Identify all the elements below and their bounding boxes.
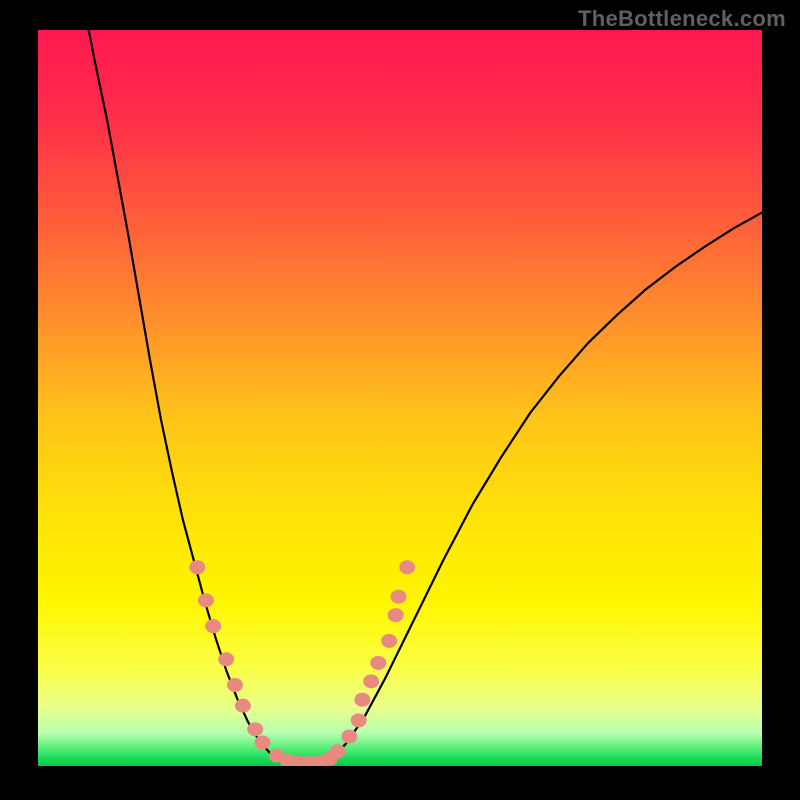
watermark-text: TheBottleneck.com	[578, 6, 786, 32]
data-marker	[247, 722, 263, 736]
data-marker	[351, 713, 367, 727]
data-marker	[388, 608, 404, 622]
bottleneck-chart	[38, 30, 762, 766]
data-marker	[227, 678, 243, 692]
data-marker	[363, 674, 379, 688]
data-marker	[381, 634, 397, 648]
data-marker	[354, 693, 370, 707]
data-marker	[370, 656, 386, 670]
data-marker	[189, 560, 205, 574]
data-marker	[235, 699, 251, 713]
data-marker	[205, 619, 221, 633]
data-marker	[399, 560, 415, 574]
data-marker	[198, 593, 214, 607]
chart-svg	[38, 30, 762, 766]
data-marker	[391, 590, 407, 604]
gradient-background	[38, 30, 762, 766]
data-marker	[330, 744, 346, 758]
data-marker	[341, 730, 357, 744]
data-marker	[218, 652, 234, 666]
data-marker	[254, 735, 270, 749]
